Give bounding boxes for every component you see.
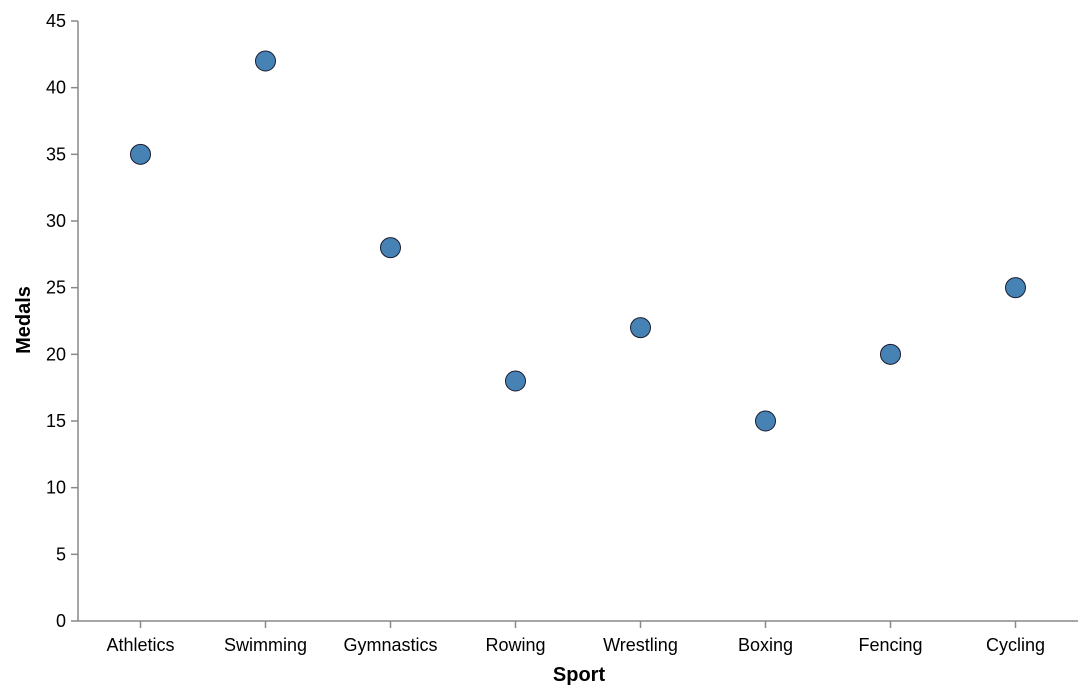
y-tick-label: 45	[46, 11, 66, 31]
y-tick-label: 30	[46, 211, 66, 231]
data-points	[130, 50, 1026, 432]
y-tick-label: 5	[56, 544, 66, 564]
x-tick-label: Rowing	[485, 635, 545, 655]
x-tick-label: Gymnastics	[343, 635, 437, 655]
data-point-rowing[interactable]	[505, 370, 526, 392]
x-tick-label: Wrestling	[603, 635, 678, 655]
y-tick-label: 15	[46, 411, 66, 431]
data-point-wrestling[interactable]	[630, 317, 651, 339]
data-point-gymnastics[interactable]	[380, 237, 401, 259]
y-tick-label: 0	[56, 611, 66, 631]
data-point-fencing[interactable]	[880, 343, 901, 365]
data-point-cycling[interactable]	[1005, 277, 1026, 299]
data-point-boxing[interactable]	[755, 410, 776, 432]
x-tick-label: Swimming	[224, 635, 307, 655]
y-tick-label: 35	[46, 144, 66, 164]
x-tick-label: Athletics	[106, 635, 174, 655]
y-axis-title: Medals	[13, 286, 35, 354]
x-tick-label: Fencing	[858, 635, 922, 655]
x-tick-label: Boxing	[738, 635, 793, 655]
data-point-swimming[interactable]	[255, 50, 276, 72]
x-tick-label: Cycling	[986, 635, 1045, 655]
x-axis: Athletics Swimming Gymnastics Rowing Wrestli…	[78, 620, 1078, 655]
y-tick-label: 20	[46, 344, 66, 364]
y-tick-label: 10	[46, 478, 66, 498]
y-tick-label: 40	[46, 78, 66, 98]
data-point-athletics[interactable]	[130, 143, 151, 165]
y-axis: 0 5 10 15 20 25 30 35 40 45	[46, 11, 79, 631]
x-axis-title: Sport	[553, 664, 606, 686]
y-tick-label: 25	[46, 278, 66, 298]
